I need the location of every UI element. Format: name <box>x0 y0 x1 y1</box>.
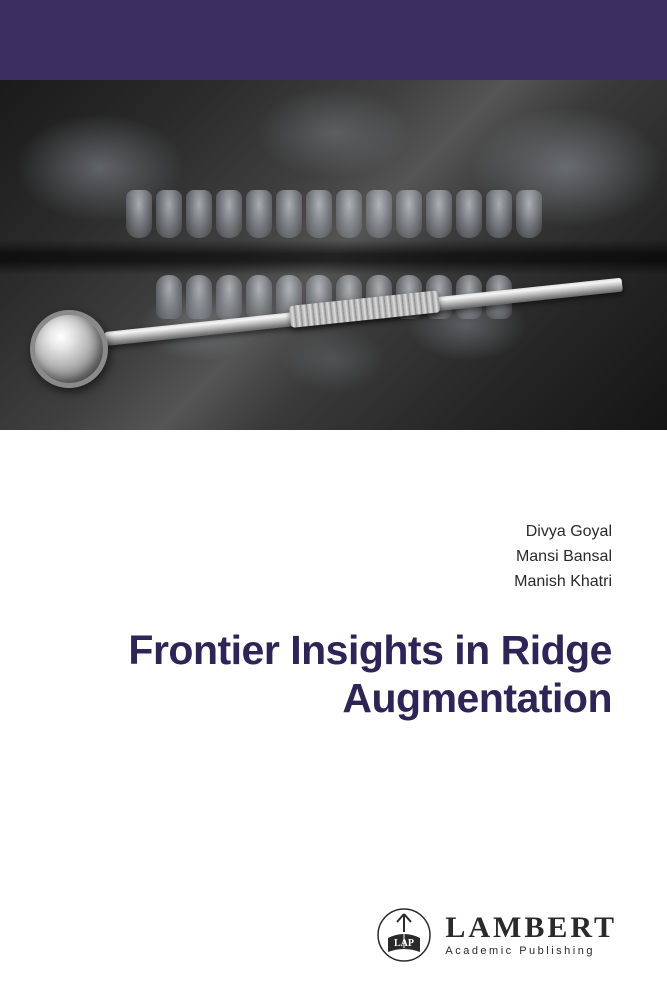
author-name: Manish Khatri <box>55 570 612 594</box>
publisher-block: LAP LAMBERT Academic Publishing <box>377 908 617 962</box>
cover-image-xray <box>0 80 667 430</box>
author-list: Divya Goyal Mansi Bansal Manish Khatri <box>55 520 612 594</box>
publisher-text: LAMBERT Academic Publishing <box>445 913 617 957</box>
title-line: Frontier Insights in Ridge <box>55 626 612 674</box>
publisher-name: LAMBERT <box>445 913 617 943</box>
top-color-band <box>0 0 667 80</box>
author-name: Mansi Bansal <box>55 545 612 569</box>
cover-content: Divya Goyal Mansi Bansal Manish Khatri F… <box>0 430 667 723</box>
author-name: Divya Goyal <box>55 520 612 544</box>
dental-mirror-tool <box>30 280 637 340</box>
publisher-logo-icon: LAP <box>377 908 431 962</box>
jaw-gap <box>0 240 667 275</box>
mirror-head <box>30 310 108 388</box>
teeth-upper-row <box>0 190 667 238</box>
svg-text:LAP: LAP <box>394 938 414 949</box>
title-line: Augmentation <box>55 674 612 722</box>
mirror-grip <box>289 290 440 328</box>
book-title: Frontier Insights in Ridge Augmentation <box>55 626 612 723</box>
publisher-tagline: Academic Publishing <box>445 946 617 957</box>
